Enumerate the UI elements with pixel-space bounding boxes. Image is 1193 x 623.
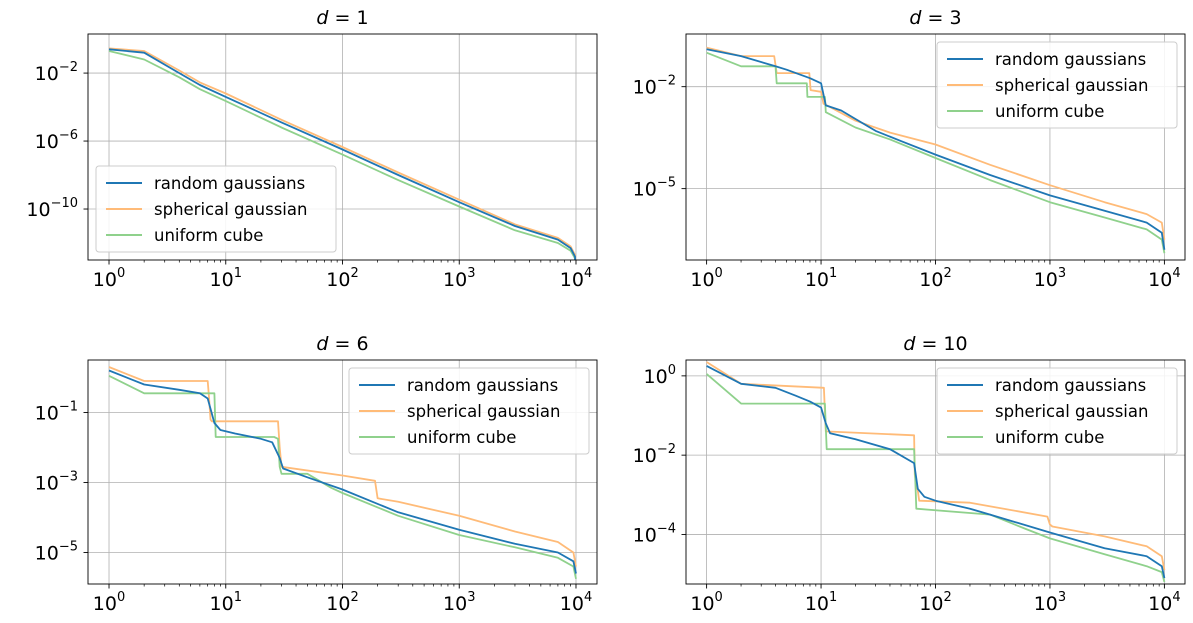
legend-label: uniform cube <box>995 428 1104 447</box>
series-line-uniform-cube <box>706 51 1166 254</box>
y-tick-label: 10−4 <box>633 521 676 546</box>
series-line-uniform-cube <box>108 374 577 579</box>
x-tick-label: 102 <box>326 590 358 615</box>
subplot-2: 100 101 102 103 104 10−2 10−5 d = 3 random gauss… <box>633 7 1186 291</box>
legend-label: random gaussians <box>995 50 1146 69</box>
y-tick-label: 100 <box>644 363 676 388</box>
x-tick-label: 103 <box>443 590 475 615</box>
series-line-random-gaussians <box>706 48 1166 250</box>
y-tick-label: 10−10 <box>26 196 78 221</box>
y-tick-label: 10−6 <box>35 128 78 153</box>
legend-label: random gaussians <box>154 174 305 193</box>
series-group <box>706 46 1166 254</box>
series-line-uniform-cube <box>706 373 1166 583</box>
x-tick-label: 100 <box>690 590 722 615</box>
x-tick-label: 100 <box>93 590 125 615</box>
x-tick-label: 103 <box>443 266 475 291</box>
legend: random gaussians spherical gaussian unifor… <box>95 165 337 253</box>
legend-label: uniform cube <box>407 428 516 447</box>
x-tick-label: 102 <box>326 266 358 291</box>
legend-box <box>95 165 337 253</box>
legend-box <box>936 41 1178 129</box>
legend-label: spherical gaussian <box>995 76 1148 95</box>
legend-label: spherical gaussian <box>995 402 1148 421</box>
x-tick-label: 104 <box>1148 590 1180 615</box>
legend-label: uniform cube <box>154 226 263 245</box>
x-tick-label: 104 <box>1148 266 1180 291</box>
x-tick-label: 103 <box>1034 266 1066 291</box>
y-tick-label: 10−2 <box>633 74 676 99</box>
x-tick-label: 100 <box>690 266 722 291</box>
legend-label: spherical gaussian <box>407 402 560 421</box>
legend-label: spherical gaussian <box>154 200 307 219</box>
x-tick-label: 101 <box>805 590 837 615</box>
subplot-title: d = 10 <box>903 333 967 355</box>
x-tick-label: 101 <box>805 266 837 291</box>
legend-label: random gaussians <box>995 376 1146 395</box>
series-line-spherical-gaussian <box>108 366 577 567</box>
subplot-4: 100 101 102 103 104 100 10−2 10−4 d = 10 random g… <box>633 333 1186 615</box>
y-tick-label: 10−3 <box>35 470 78 495</box>
subplot-title: d = 3 <box>909 7 961 29</box>
x-tick-label: 102 <box>919 266 951 291</box>
y-tick-label: 10−2 <box>633 442 676 467</box>
legend: random gaussians spherical gaussian unifor… <box>936 41 1178 129</box>
legend-box <box>348 367 590 455</box>
y-tick-label: 10−1 <box>35 400 78 425</box>
x-tick-label: 102 <box>919 590 951 615</box>
subplot-3: 100 101 102 103 104 10−1 10−3 10−5 d = 6 random g… <box>35 333 598 615</box>
legend-label: uniform cube <box>995 102 1104 121</box>
legend: random gaussians spherical gaussian unifor… <box>348 367 590 455</box>
y-tick-label: 10−5 <box>633 176 676 201</box>
y-tick-label: 10−5 <box>35 540 78 565</box>
legend-box <box>936 367 1178 455</box>
x-tick-label: 100 <box>93 266 125 291</box>
series-line-random-gaussians <box>108 48 577 260</box>
series-line-random-gaussians <box>706 365 1166 579</box>
x-tick-label: 104 <box>560 266 592 291</box>
y-tick-label: 10−2 <box>35 60 78 85</box>
subplot-1: 100 101 102 103 104 10−2 10−6 10−10 d = 1 random … <box>26 7 598 291</box>
legend-label: random gaussians <box>407 376 558 395</box>
subplot-title: d = 6 <box>316 333 368 355</box>
x-tick-label: 101 <box>210 590 242 615</box>
series-line-random-gaussians <box>108 369 577 574</box>
x-tick-label: 104 <box>560 590 592 615</box>
x-tick-label: 101 <box>210 266 242 291</box>
series-group <box>706 361 1166 583</box>
series-group <box>108 47 577 260</box>
series-group <box>108 366 577 579</box>
series-line-uniform-cube <box>108 50 576 260</box>
subplot-title: d = 1 <box>316 7 368 29</box>
x-tick-label: 103 <box>1034 590 1066 615</box>
legend: random gaussians spherical gaussian unifor… <box>936 367 1178 455</box>
